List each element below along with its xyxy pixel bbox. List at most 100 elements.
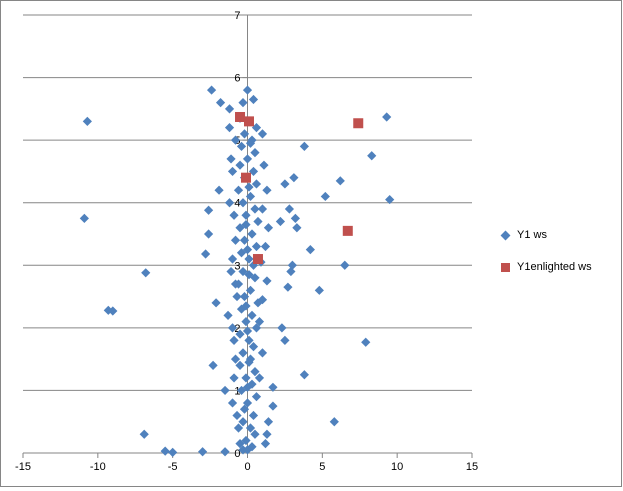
data-point-series-1-9 — [220, 447, 230, 457]
data-point-series-1-42 — [277, 323, 287, 333]
data-point-series-1-111 — [250, 429, 260, 439]
data-point-series-1-68 — [235, 160, 245, 170]
data-point-series-1-6 — [160, 446, 170, 456]
data-point-series-1-7 — [168, 447, 178, 457]
data-point-series-1-117 — [262, 185, 272, 195]
legend-label: Y1 ws — [517, 229, 547, 241]
data-point-series-1-91 — [236, 304, 247, 314]
data-point-series-1-119 — [263, 223, 274, 233]
data-point-series-1-36 — [292, 223, 302, 233]
data-point-series-1-60 — [248, 94, 259, 105]
data-point-series-1-88 — [245, 285, 256, 295]
x-tick-label-6: 15 — [466, 461, 478, 473]
data-point-series-1-143 — [244, 270, 254, 280]
data-point-series-1-1 — [79, 213, 89, 223]
data-point-series-1-123 — [257, 295, 268, 305]
legend-item-series-2: Y1enlighted ws — [501, 257, 619, 277]
data-point-series-1-135 — [230, 354, 241, 364]
data-point-series-1-103 — [247, 379, 257, 389]
data-point-series-1-110 — [245, 423, 256, 433]
data-point-series-1-120 — [260, 241, 271, 252]
data-point-series-1-18 — [224, 123, 235, 133]
data-point-series-1-83 — [244, 254, 254, 264]
data-point-series-1-125 — [257, 348, 268, 358]
data-point-series-1-99 — [245, 354, 256, 364]
data-point-series-1-22 — [227, 254, 238, 264]
y-tick-label-1: 1 — [234, 385, 240, 397]
data-point-series-1-51 — [320, 191, 330, 202]
data-point-series-1-74 — [238, 198, 248, 208]
legend: Y1 ws Y1enlighted ws — [500, 225, 619, 289]
x-tick-label-3: 0 — [244, 461, 250, 473]
data-point-series-1-72 — [233, 185, 244, 195]
data-point-series-1-93 — [241, 317, 251, 327]
data-point-series-1-142 — [242, 245, 253, 255]
legend-diamond-marker — [500, 230, 511, 240]
data-point-series-1-73 — [245, 191, 256, 202]
data-point-series-1-65 — [236, 141, 247, 151]
data-point-series-1-133 — [232, 291, 242, 302]
data-point-series-1-79 — [247, 229, 257, 239]
y-tick-label-6: 6 — [234, 73, 240, 85]
y-tick-label-4: 4 — [234, 198, 240, 210]
data-point-series-1-95 — [235, 329, 245, 339]
data-point-series-1-101 — [250, 367, 260, 377]
data-point-series-1-112 — [241, 435, 251, 446]
data-point-series-1-4 — [108, 306, 118, 316]
data-point-series-1-19 — [215, 98, 226, 108]
data-point-series-1-126 — [254, 373, 265, 383]
data-point-series-1-71 — [251, 179, 262, 189]
data-point-series-1-16 — [220, 385, 230, 396]
data-point-series-1-5 — [139, 429, 149, 439]
data-point-series-1-122 — [262, 276, 272, 286]
data-point-series-1-31 — [289, 173, 299, 183]
data-point-series-1-136 — [229, 373, 239, 383]
data-point-series-1-96 — [244, 335, 254, 345]
data-point-series-1-130 — [224, 198, 235, 208]
x-tick-label-2: -5 — [168, 461, 178, 473]
data-point-series-1-50 — [335, 176, 345, 186]
data-point-series-1-59 — [238, 98, 248, 108]
data-point-series-1-89 — [239, 291, 250, 302]
series-1 — [79, 85, 395, 457]
data-point-series-1-108 — [248, 410, 259, 421]
data-point-series-2-4 — [342, 225, 353, 236]
data-point-series-1-140 — [244, 182, 254, 192]
data-point-series-1-141 — [241, 220, 251, 230]
data-point-series-1-11 — [203, 205, 214, 215]
data-point-series-2-5 — [252, 254, 263, 265]
data-point-series-1-131 — [230, 235, 241, 245]
data-point-series-1-76 — [241, 210, 251, 220]
data-point-series-1-21 — [229, 210, 239, 220]
data-point-series-1-26 — [227, 398, 238, 408]
data-point-series-1-147 — [242, 382, 253, 392]
data-point-series-1-0 — [82, 116, 92, 126]
data-point-series-1-30 — [299, 141, 309, 151]
legend-item-series-1: Y1 ws — [500, 225, 619, 245]
data-point-series-1-3 — [103, 305, 113, 315]
data-point-series-1-80 — [239, 235, 250, 245]
y-tick-label-2: 2 — [234, 323, 240, 335]
data-point-series-1-67 — [242, 154, 253, 164]
data-point-series-1-144 — [241, 301, 251, 311]
data-point-series-1-114 — [242, 445, 253, 455]
data-point-series-1-33 — [284, 204, 295, 214]
data-point-series-1-128 — [230, 135, 241, 145]
x-tick-label-4: 5 — [319, 461, 325, 473]
data-point-series-1-100 — [235, 360, 245, 370]
data-point-series-1-24 — [223, 310, 233, 320]
data-point-series-1-45 — [268, 382, 278, 392]
y-tick-label-7: 7 — [234, 10, 240, 22]
data-point-series-1-20 — [227, 166, 238, 177]
data-point-series-1-40 — [283, 282, 293, 292]
data-point-series-1-13 — [200, 249, 211, 259]
data-point-series-1-127 — [224, 104, 235, 114]
data-point-series-1-54 — [382, 112, 392, 122]
data-point-series-1-46 — [268, 401, 278, 411]
x-tick-label-1: -10 — [90, 461, 106, 473]
data-point-series-1-77 — [253, 216, 263, 227]
data-point-series-1-25 — [229, 335, 239, 345]
y-tick-label-0: 0 — [234, 448, 240, 460]
data-point-series-1-69 — [248, 166, 259, 177]
data-point-series-1-62 — [251, 123, 262, 133]
